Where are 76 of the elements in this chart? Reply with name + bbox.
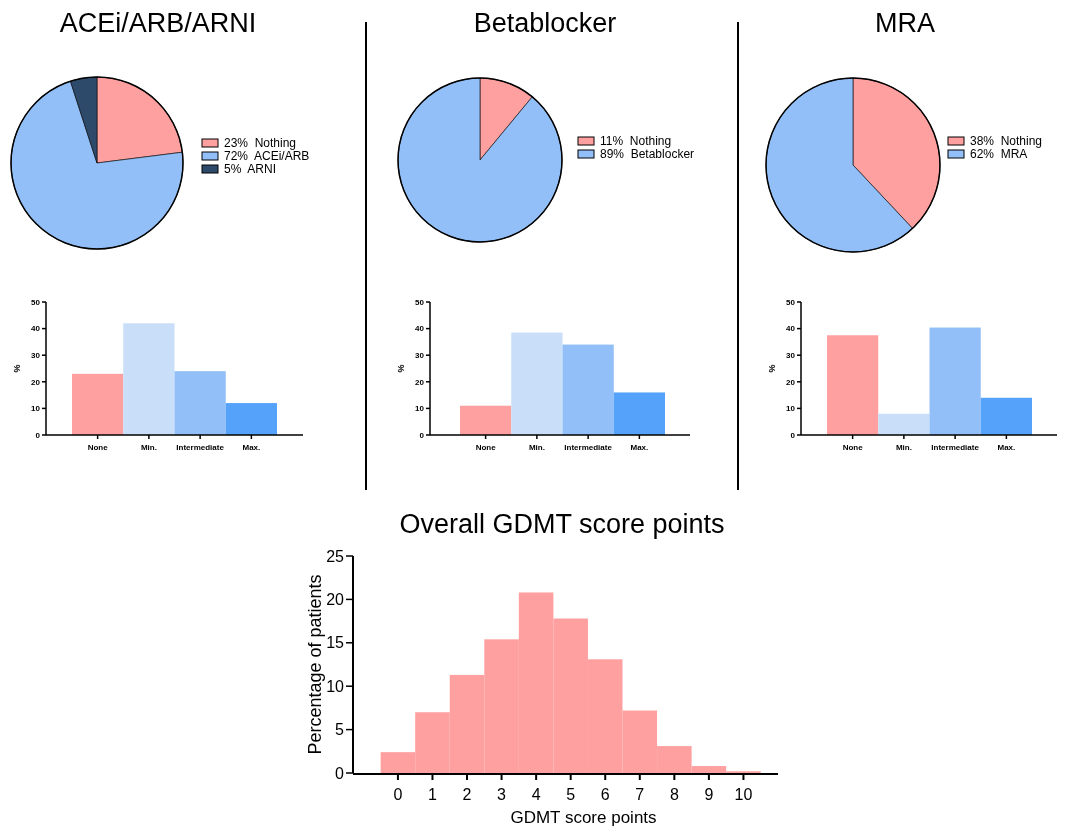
y-tick-label: 30 xyxy=(786,351,796,360)
x-tick-label: 4 xyxy=(531,786,541,803)
x-tick-label: 1 xyxy=(428,786,438,803)
x-axis-title: GDMT score points xyxy=(510,808,657,827)
y-tick-label: 20 xyxy=(415,377,425,387)
chart-title: Overall GDMT score points xyxy=(399,509,725,539)
bar xyxy=(878,413,930,435)
y-tick-label: 40 xyxy=(31,324,41,334)
x-tick-label: Intermediate xyxy=(931,443,980,452)
legend-label: 23% Nothing xyxy=(224,136,297,150)
y-tick-label: 25 xyxy=(326,547,345,565)
legend-label: 38% Nothing xyxy=(970,134,1043,148)
y-axis-title: % xyxy=(12,364,22,373)
legend-label: 11% Nothing xyxy=(600,134,672,148)
bar xyxy=(562,344,614,435)
y-tick-label: 0 xyxy=(419,430,425,440)
bar xyxy=(827,335,879,435)
x-tick-label: Min. xyxy=(528,443,545,452)
y-tick-label: 50 xyxy=(415,297,425,307)
x-tick-label: 10 xyxy=(734,786,753,803)
bar xyxy=(123,323,175,435)
chart-title: Betablocker xyxy=(473,8,617,38)
bar xyxy=(225,403,277,435)
y-axis-title: % xyxy=(767,364,777,373)
x-tick-label: None xyxy=(475,443,497,452)
pie-slice xyxy=(10,80,184,250)
x-tick-label: 2 xyxy=(462,786,472,803)
chart-title: MRA xyxy=(875,8,935,38)
y-tick-label: 10 xyxy=(415,404,425,414)
y-axis-title: % xyxy=(396,364,406,373)
bar xyxy=(613,392,665,435)
x-tick-label: None xyxy=(87,443,109,452)
legend-label: 72% ACEi/ARB xyxy=(224,149,310,163)
bar xyxy=(980,397,1032,435)
y-tick-label: 40 xyxy=(415,324,425,334)
y-tick-label: 10 xyxy=(786,404,796,414)
x-tick-label: Max. xyxy=(630,443,649,452)
y-tick-label: 15 xyxy=(326,634,345,652)
x-tick-label: Intermediate xyxy=(564,443,613,452)
legend-label: 62% MRA xyxy=(970,147,1028,161)
y-axis-title: Percentage of patients xyxy=(305,574,325,755)
y-tick-label: 0 xyxy=(335,764,345,782)
x-tick-label: 9 xyxy=(704,786,714,803)
y-tick-label: 20 xyxy=(31,377,41,387)
bar xyxy=(72,373,124,435)
x-tick-label: None xyxy=(842,443,864,452)
bar xyxy=(511,332,563,435)
x-tick-label: Intermediate xyxy=(176,443,225,452)
y-tick-label: 10 xyxy=(326,677,345,695)
y-tick-label: 0 xyxy=(35,430,41,440)
legend-label: 89% Betablocker xyxy=(600,147,695,161)
y-tick-label: 10 xyxy=(31,404,41,414)
legend-label: 5% ARNI xyxy=(224,162,277,176)
y-tick-label: 20 xyxy=(326,591,345,608)
y-tick-label: 40 xyxy=(786,324,796,334)
x-tick-label: 6 xyxy=(600,786,610,803)
x-tick-label: 5 xyxy=(566,786,576,803)
x-tick-label: 0 xyxy=(393,786,403,803)
x-tick-label: Max. xyxy=(242,443,261,452)
y-tick-label: 50 xyxy=(786,297,796,307)
x-tick-label: Max. xyxy=(997,443,1016,452)
y-tick-label: 50 xyxy=(31,297,41,307)
x-tick-label: 7 xyxy=(635,786,645,803)
bar xyxy=(460,405,512,435)
y-tick-label: 5 xyxy=(335,721,345,739)
x-tick-label: 3 xyxy=(497,786,507,803)
chart-title: ACEi/ARB/ARNI xyxy=(59,8,257,38)
y-tick-label: 30 xyxy=(31,351,41,360)
x-tick-label: Min. xyxy=(140,443,157,452)
y-tick-label: 30 xyxy=(415,351,425,360)
bar xyxy=(929,327,981,435)
x-tick-label: Min. xyxy=(895,443,912,452)
x-tick-label: 8 xyxy=(669,786,679,803)
y-tick-label: 0 xyxy=(790,430,796,440)
y-tick-label: 20 xyxy=(786,377,796,387)
bar xyxy=(174,371,226,435)
